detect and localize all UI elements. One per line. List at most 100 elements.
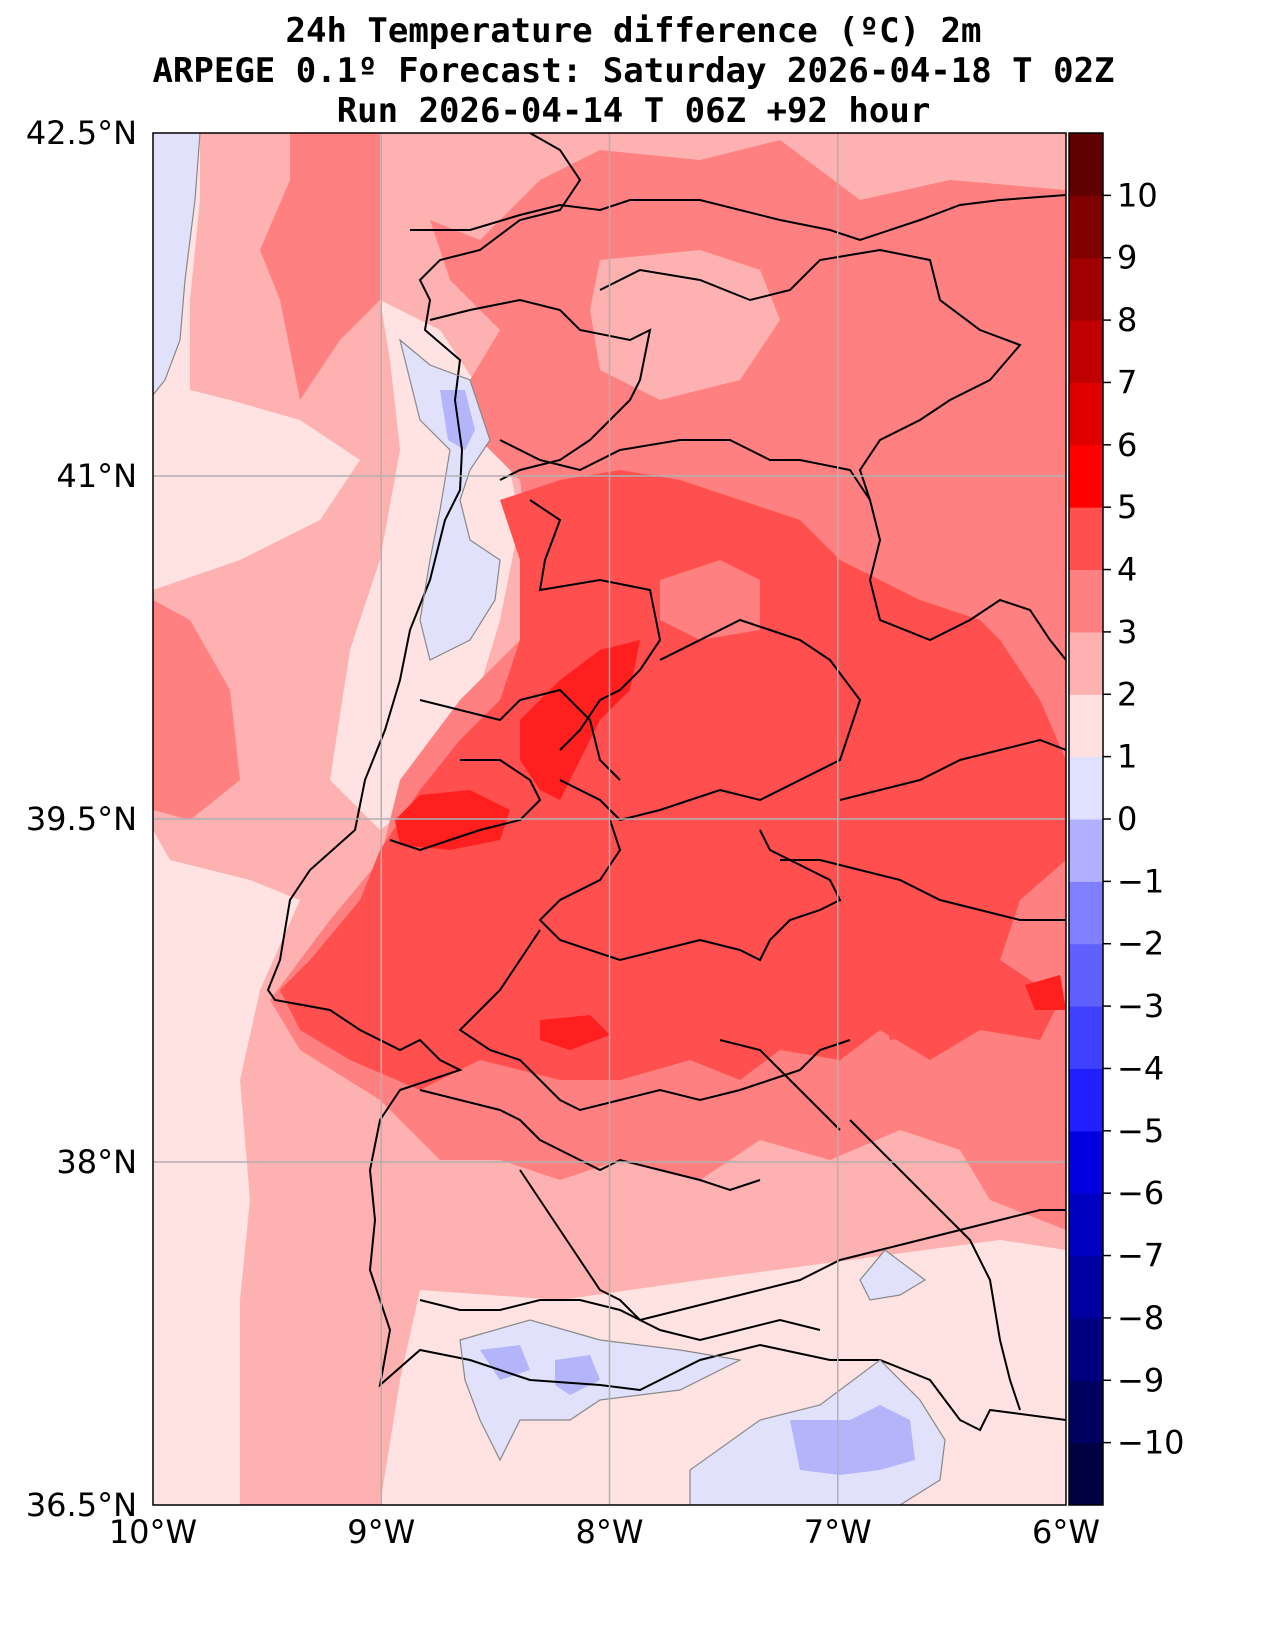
- border-region-4: [559, 618, 862, 822]
- colorbar-segment: [1069, 1317, 1103, 1381]
- colorbar-segment: [1069, 1006, 1103, 1069]
- colorbar-label: 8: [1117, 301, 1137, 339]
- colorbar-segment: [1069, 1255, 1103, 1319]
- colorbar-label: −7: [1117, 1237, 1164, 1275]
- border-region-7: [538, 819, 842, 962]
- y-tick-label: 42.5°N: [26, 114, 137, 152]
- border-region-11: [419, 1299, 821, 1342]
- border-region-10: [519, 1169, 1066, 1322]
- field-band-neg-coast: [400, 340, 500, 660]
- x-tick-label: 6°W: [1032, 1513, 1100, 1551]
- colorbar-label: −9: [1117, 1361, 1164, 1399]
- colorbar-label: 1: [1117, 738, 1137, 776]
- colorbar-segment: [1069, 819, 1103, 882]
- contour-zero-coast: [398, 338, 501, 661]
- field-band-4-5-south: [540, 1015, 610, 1050]
- colorbar-label: −6: [1117, 1174, 1164, 1212]
- border-region-13: [780, 859, 1066, 921]
- colorbar-label: 7: [1117, 363, 1137, 401]
- x-tick-label: 8°W: [576, 1513, 644, 1551]
- colorbar-label: −5: [1117, 1112, 1164, 1150]
- colorbar-label: −1: [1117, 862, 1164, 900]
- colorbar-segment: [1069, 1442, 1103, 1506]
- border-portugal-spain: [599, 248, 1066, 661]
- colorbar-label: −2: [1117, 925, 1164, 963]
- x-axis: 10°W 9°W 8°W 7°W 6°W: [109, 1513, 1100, 1551]
- colorbar-segment: [1069, 195, 1103, 259]
- colorbar-segment: [1069, 257, 1103, 321]
- field-band-2-3-pocket: [660, 560, 760, 640]
- colorbar-segment: [1069, 1068, 1103, 1132]
- field-band-4-5-east: [1025, 975, 1066, 1010]
- colorbar-segment: [1069, 756, 1103, 820]
- colorbar-label: 9: [1117, 239, 1137, 277]
- colorbar-segment: [1069, 943, 1103, 1007]
- colorbar-segment: [1069, 444, 1103, 508]
- colorbar-label: 0: [1117, 800, 1137, 838]
- y-tick-label: 36.5°N: [26, 1486, 137, 1524]
- border-region-8: [458, 929, 851, 1112]
- colorbar-segment: [1069, 694, 1103, 758]
- y-tick-label: 38°N: [56, 1143, 137, 1181]
- border-region-6: [389, 759, 542, 852]
- field-band-2-3: [260, 133, 380, 400]
- gridlines: [153, 133, 1066, 1505]
- y-tick-label: 41°N: [56, 457, 137, 495]
- contour-zero-se: [689, 1359, 946, 1505]
- field-band-3-4: [280, 470, 1066, 1090]
- x-tick-label: 9°W: [347, 1513, 415, 1551]
- colorbar-segment: [1069, 1193, 1103, 1257]
- y-tick-label: 39.5°N: [26, 800, 137, 838]
- field-band-4-5-west: [395, 790, 510, 850]
- y-axis: 42.5°N 41°N 39.5°N 38°N 36.5°N: [26, 114, 137, 1524]
- coastline-borders: [266, 133, 1066, 1432]
- field-band-neg-se-small: [860, 1250, 925, 1300]
- colorbar-segment: [1069, 1380, 1103, 1444]
- border-north: [410, 194, 1066, 242]
- colorbar-segment: [1069, 382, 1103, 446]
- coastline: [266, 133, 1066, 1432]
- colorbar-segment: [1069, 133, 1103, 196]
- colorbar-label: −3: [1117, 987, 1164, 1025]
- field-band-2-3-west: [153, 600, 240, 820]
- colorbar-label: −10: [1117, 1424, 1185, 1462]
- colorbar-label: 5: [1117, 488, 1137, 526]
- chart-title-line2: ARPEGE 0.1º Forecast: Saturday 2026-04-1…: [152, 51, 1115, 91]
- colorbar-segment: [1069, 507, 1103, 571]
- border-region-15: [719, 1039, 841, 1131]
- field-band-1-2-inner: [590, 250, 780, 400]
- contour-zero-south: [459, 1319, 742, 1462]
- colorbar-label: −8: [1117, 1299, 1164, 1337]
- colorbar-label: 3: [1117, 613, 1137, 651]
- colorbar-label: −4: [1117, 1049, 1164, 1087]
- zero-contours: [153, 133, 946, 1505]
- border-region-3: [529, 499, 662, 751]
- field-band-3-4-east: [880, 980, 950, 1040]
- colorbar-label: 4: [1117, 551, 1137, 589]
- contour-zero-nw: [153, 133, 201, 396]
- x-tick-label: 7°W: [804, 1513, 872, 1551]
- colorbar-label: 6: [1117, 426, 1137, 464]
- colorbar-segment: [1069, 881, 1103, 945]
- colorbar-segment: [1069, 320, 1103, 383]
- contour-zero-se-small: [859, 1249, 927, 1301]
- border-region-5: [419, 688, 621, 781]
- border-region-14: [839, 738, 1066, 801]
- field-band-neg-se-core: [790, 1405, 915, 1475]
- colorbar-segment: [1069, 569, 1103, 633]
- border-region-2: [499, 439, 871, 501]
- colorbar-label: 2: [1117, 675, 1137, 713]
- chart-title-line3: Run 2026-04-14 T 06Z +92 hour: [336, 91, 931, 131]
- border-region-1: [429, 298, 652, 481]
- chart-title-line1: 24h Temperature difference (ºC) 2m: [285, 11, 982, 51]
- field-band-neg-south-core: [480, 1345, 530, 1380]
- colorbar-segment: [1069, 631, 1103, 695]
- field-band-neg-south: [460, 1320, 740, 1460]
- map-frame: [152, 132, 1067, 1506]
- colorbar-label: 10: [1117, 176, 1158, 214]
- border-region-12: [849, 1119, 1021, 1411]
- colorbar-segment: [1069, 1130, 1103, 1194]
- field-band-neg-nw: [153, 133, 200, 395]
